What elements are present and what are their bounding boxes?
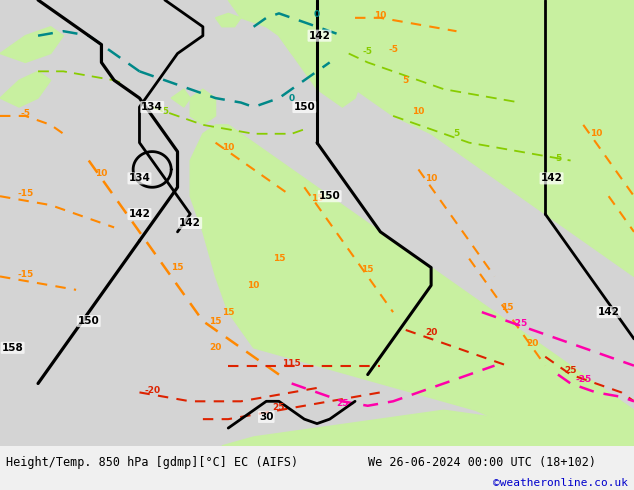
Text: 15: 15 bbox=[209, 317, 222, 325]
Text: 10: 10 bbox=[222, 143, 235, 151]
Text: 10: 10 bbox=[412, 107, 425, 116]
Text: 142: 142 bbox=[309, 31, 330, 41]
Text: 5: 5 bbox=[403, 76, 409, 85]
Text: We 26-06-2024 00:00 UTC (18+102): We 26-06-2024 00:00 UTC (18+102) bbox=[368, 456, 596, 469]
Text: 115: 115 bbox=[282, 359, 301, 368]
Text: 142: 142 bbox=[129, 209, 150, 219]
Text: -20: -20 bbox=[144, 386, 160, 394]
Text: 150: 150 bbox=[294, 102, 315, 112]
Text: 15: 15 bbox=[222, 308, 235, 317]
Text: -15: -15 bbox=[17, 270, 34, 279]
Text: 10: 10 bbox=[95, 170, 108, 178]
Text: 5: 5 bbox=[453, 129, 460, 138]
Polygon shape bbox=[349, 0, 634, 98]
Text: -5: -5 bbox=[363, 47, 373, 56]
Text: -25: -25 bbox=[575, 374, 592, 384]
Text: -5: -5 bbox=[160, 107, 170, 116]
Text: 134: 134 bbox=[141, 102, 163, 112]
Text: -15: -15 bbox=[17, 190, 34, 198]
Polygon shape bbox=[0, 72, 51, 107]
Text: -25: -25 bbox=[512, 319, 528, 328]
Polygon shape bbox=[190, 89, 216, 125]
Text: 150: 150 bbox=[78, 316, 100, 326]
Text: 25: 25 bbox=[336, 399, 349, 408]
Text: 150: 150 bbox=[319, 191, 340, 201]
Text: 30: 30 bbox=[259, 412, 273, 422]
Text: 10: 10 bbox=[425, 174, 437, 183]
Text: 20: 20 bbox=[209, 343, 222, 352]
Text: 15: 15 bbox=[311, 194, 323, 203]
Text: 20: 20 bbox=[526, 339, 539, 348]
Text: 15: 15 bbox=[361, 265, 374, 274]
Text: 25: 25 bbox=[273, 403, 285, 413]
Text: 10: 10 bbox=[590, 129, 602, 138]
Text: -5: -5 bbox=[388, 45, 398, 53]
Polygon shape bbox=[222, 410, 634, 446]
Text: 15: 15 bbox=[501, 303, 514, 312]
Text: 134: 134 bbox=[129, 173, 150, 183]
Text: 15: 15 bbox=[171, 263, 184, 272]
Polygon shape bbox=[228, 0, 634, 276]
Text: ©weatheronline.co.uk: ©weatheronline.co.uk bbox=[493, 478, 628, 489]
Text: 10: 10 bbox=[374, 11, 387, 20]
Text: 10: 10 bbox=[247, 281, 260, 290]
Text: 142: 142 bbox=[541, 173, 562, 183]
Polygon shape bbox=[279, 0, 361, 107]
Polygon shape bbox=[0, 27, 63, 62]
Text: 142: 142 bbox=[179, 218, 201, 228]
Text: 158: 158 bbox=[2, 343, 23, 353]
Text: 25: 25 bbox=[564, 366, 577, 374]
Text: -5: -5 bbox=[20, 109, 30, 118]
Text: Height/Temp. 850 hPa [gdmp][°C] EC (AIFS): Height/Temp. 850 hPa [gdmp][°C] EC (AIFS… bbox=[6, 456, 299, 469]
Text: 15: 15 bbox=[273, 254, 285, 263]
Text: 0: 0 bbox=[288, 94, 295, 102]
Text: 5: 5 bbox=[555, 154, 561, 163]
Polygon shape bbox=[171, 89, 190, 107]
Text: 20: 20 bbox=[425, 328, 437, 337]
Polygon shape bbox=[190, 125, 634, 446]
Text: 142: 142 bbox=[598, 307, 619, 317]
Text: 0: 0 bbox=[314, 10, 320, 19]
Polygon shape bbox=[216, 13, 241, 27]
